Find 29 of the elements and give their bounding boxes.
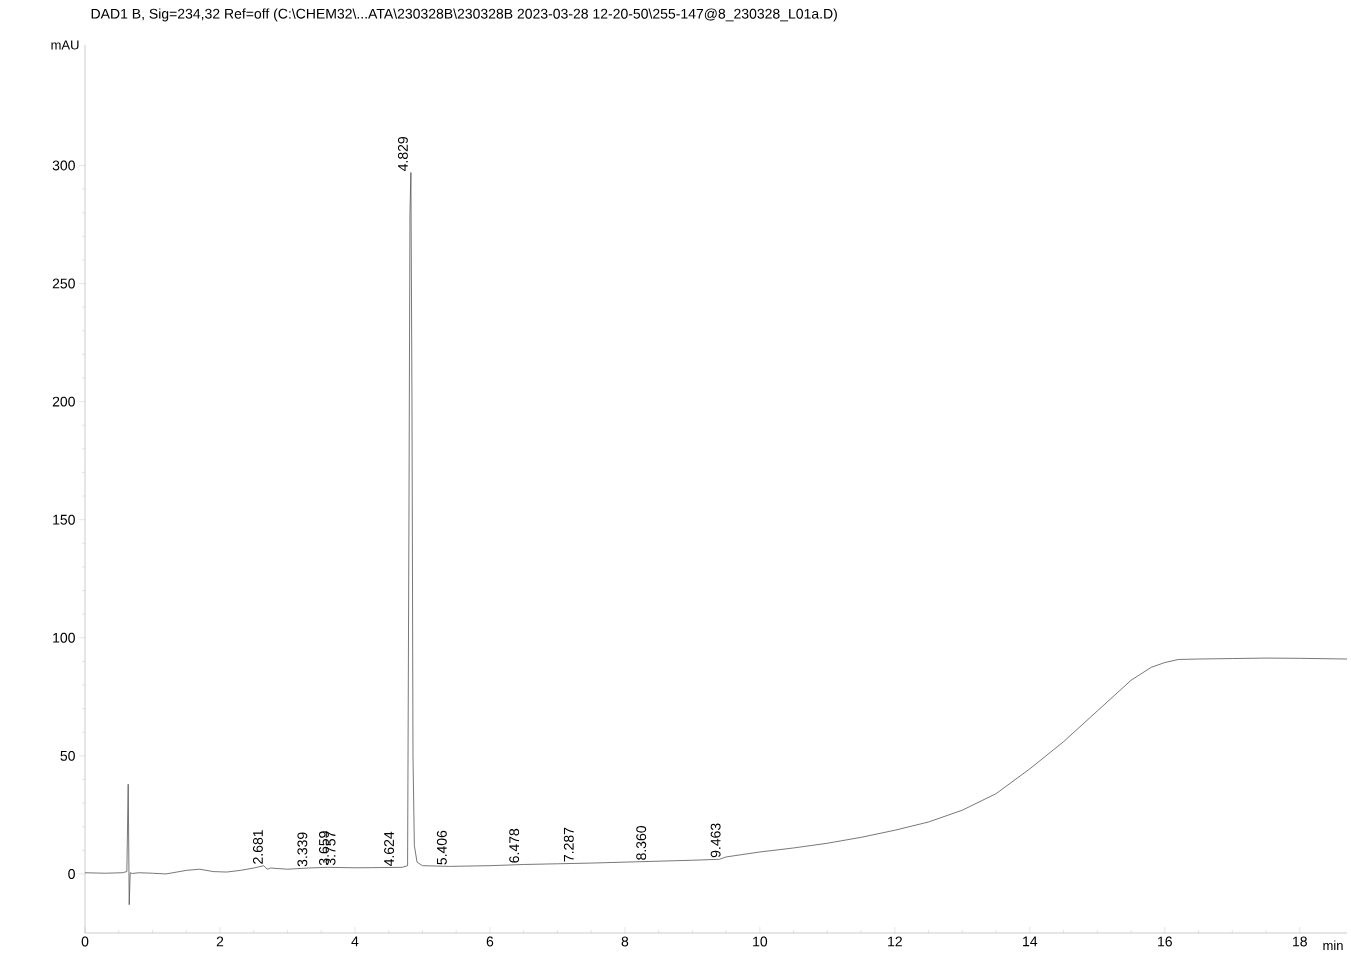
x-tick-label: 10 [753,936,768,947]
y-tick-label: 150 [53,514,75,525]
y-axis-title: mAU [51,40,79,50]
x-tick-label: 16 [1158,936,1172,947]
annotation: 6.478 [509,828,520,863]
annotation: 5.406 [436,830,447,865]
x-axis-title: min [1323,940,1343,950]
y-tick-label: 0 [68,868,75,879]
x-tick-label: 2 [216,936,224,947]
annotation: 7.287 [563,827,574,862]
annotation: 3.339 [297,832,308,867]
annotation: 8.360 [636,825,647,860]
y-tick-label: 200 [52,396,75,407]
x-tick-label: 14 [1023,936,1038,947]
chart-title: DAD1 B, Sig=234,32 Ref=off (C:\CHEM32\...ATA\230328B\230328B 2023-03-28 12-20-50\255-147@8_230328_L01a.D) [91,8,837,22]
x-tick-label: 0 [81,936,89,947]
x-tick-label: 8 [621,936,629,947]
x-tick-label: 4 [351,936,359,947]
y-tick-label: 250 [52,278,75,289]
annotation: 2.681 [252,830,263,864]
x-tick-label: 18 [1293,936,1307,947]
annotation: 4.624 [384,831,395,867]
y-tick-label: 50 [60,750,75,761]
y-tick-label: 300 [52,160,75,171]
x-tick-label: 6 [486,936,494,947]
annotation: 4.829 [397,136,408,171]
x-tick-label: 12 [888,936,902,947]
annotation: 9.463 [710,823,721,858]
y-tick-label: 100 [53,632,75,643]
